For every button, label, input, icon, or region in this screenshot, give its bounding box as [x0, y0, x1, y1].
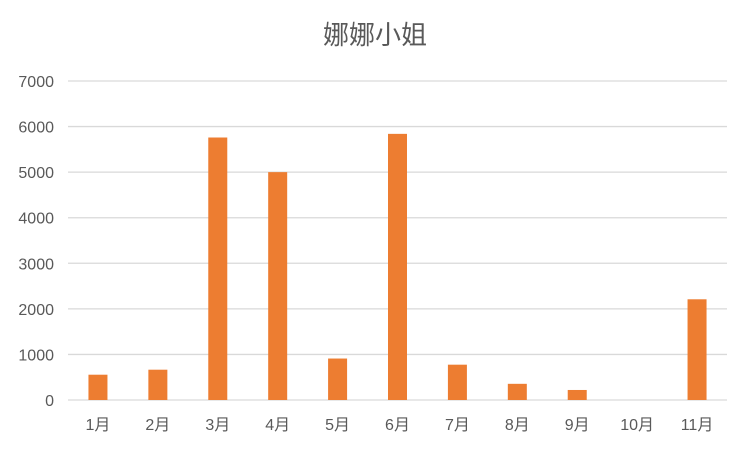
- x-tick-label: 8月: [505, 417, 530, 434]
- bar-4月: [268, 172, 288, 400]
- y-tick-label: 2000: [18, 302, 54, 319]
- y-tick-label: 7000: [18, 74, 54, 91]
- bar-11月: [687, 299, 707, 400]
- bar-8月: [507, 383, 527, 400]
- y-tick-label: 0: [45, 393, 54, 410]
- y-tick-label: 5000: [18, 165, 54, 182]
- y-tick-label: 6000: [18, 120, 54, 137]
- x-tick-label: 6月: [385, 417, 410, 434]
- bar-1月: [88, 374, 108, 400]
- bar-9月: [567, 389, 587, 400]
- y-tick-label: 1000: [18, 347, 54, 364]
- bar-6月: [388, 133, 407, 400]
- x-tick-label: 1月: [86, 417, 111, 434]
- bar-5月: [328, 358, 348, 400]
- bar-3月: [208, 137, 228, 400]
- x-tick-label: 10月: [620, 417, 654, 434]
- x-axis: 1月 2月 3月 4月 5月 6月 7月 8月 9月 10月 11月: [86, 417, 714, 434]
- x-tick-label: 2月: [145, 417, 170, 434]
- x-tick-label: 9月: [565, 417, 590, 434]
- x-tick-label: 5月: [325, 417, 350, 434]
- x-tick-label: 7月: [445, 417, 470, 434]
- x-tick-label: 11月: [681, 417, 714, 434]
- bar-7月: [447, 364, 467, 400]
- x-tick-label: 4月: [265, 417, 290, 434]
- bars: [88, 133, 707, 400]
- y-axis: 0 1000 2000 3000 4000 5000 6000 7000: [18, 74, 54, 410]
- bar-2月: [148, 369, 168, 400]
- chart-title: 娜娜小姐: [323, 21, 427, 51]
- y-tick-label: 4000: [18, 211, 54, 228]
- y-tick-label: 3000: [18, 256, 54, 273]
- x-tick-label: 3月: [205, 417, 230, 434]
